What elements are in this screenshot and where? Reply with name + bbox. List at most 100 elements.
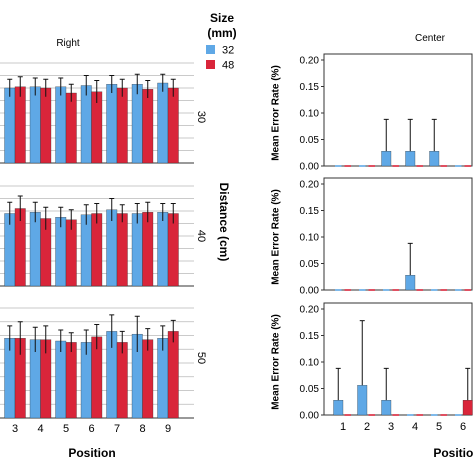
x-tick-label-8: 8 bbox=[139, 423, 145, 435]
errorbar-48mm-pos4 bbox=[43, 206, 49, 230]
legend-label-32: 32 bbox=[222, 45, 234, 57]
y-tick-label: 0.05 bbox=[300, 384, 320, 395]
bar-32mm-pos4 bbox=[29, 86, 41, 164]
x-tick-label-5: 5 bbox=[63, 423, 69, 435]
errorbar-48mm-pos8 bbox=[145, 201, 151, 223]
y-tick-label: 0.20 bbox=[300, 305, 320, 316]
errorbar-32mm-pos9 bbox=[160, 203, 166, 221]
bar-48mm-pos4 bbox=[40, 87, 52, 164]
bar-32mm-pos7 bbox=[106, 84, 118, 164]
legend-label-48: 48 bbox=[222, 60, 234, 72]
errorbar-32mm-pos8 bbox=[134, 203, 140, 224]
errorbar-48mm-pos6 bbox=[94, 203, 100, 224]
y-tick-label: 0.15 bbox=[300, 331, 320, 342]
bar-32mm-pos4 bbox=[29, 212, 41, 287]
errorbar-48mm-pos3 bbox=[17, 76, 23, 97]
y-tick-label: 0.10 bbox=[300, 109, 320, 120]
errorbar-48mm-pos9 bbox=[170, 78, 176, 97]
bar-32mm-pos5 bbox=[55, 340, 67, 419]
right-panel-30 bbox=[0, 62, 194, 164]
panel-frame bbox=[323, 177, 473, 291]
errorbar-32mm-pos4 bbox=[407, 118, 413, 152]
errorbar-48mm-pos8 bbox=[145, 328, 151, 351]
x-tick-label-1: 1 bbox=[340, 421, 346, 433]
bar-48mm-pos8 bbox=[142, 89, 154, 164]
errorbar-48mm-pos4 bbox=[43, 325, 49, 354]
row-axis-label: Distance (cm) bbox=[217, 183, 231, 262]
x-tick-label-2: 2 bbox=[364, 421, 370, 433]
bar-32mm-pos5 bbox=[55, 86, 67, 164]
row-label-50: 50 bbox=[195, 352, 207, 364]
right-panels: 0.00 0.05 0.10 0.15 0.20 Mean Error Rate (%) 0… bbox=[271, 53, 473, 433]
errorbar-48mm-pos6 bbox=[94, 80, 100, 103]
row-label-30: 30 bbox=[195, 111, 207, 123]
left-column-title: Right bbox=[56, 38, 80, 49]
bar-32mm-pos3 bbox=[381, 151, 392, 167]
errorbar-48mm-pos6 bbox=[94, 324, 100, 350]
y-tick-label: 0.00 bbox=[300, 286, 320, 297]
errorbar-48mm-pos4 bbox=[43, 78, 49, 97]
bar-32mm-pos4 bbox=[405, 151, 416, 167]
legend-swatch-48 bbox=[206, 60, 215, 69]
x-tick-label-6: 6 bbox=[460, 421, 466, 433]
left-x-axis-label: Position bbox=[68, 446, 115, 460]
errorbar-48mm-pos7 bbox=[119, 330, 125, 354]
bar-48mm-pos5 bbox=[65, 342, 77, 419]
errorbar-32mm-pos3 bbox=[7, 78, 13, 97]
errorbar-32mm-pos5 bbox=[58, 206, 64, 228]
errorbar-48mm-pos7 bbox=[119, 78, 125, 97]
right-panel-50: 3 4 5 6 7 8 9 bbox=[0, 307, 194, 435]
errorbar-32mm-pos4 bbox=[32, 201, 38, 223]
errorbar-48mm-pos6 bbox=[465, 367, 471, 401]
errorbar-32mm-pos7 bbox=[109, 314, 115, 348]
y-axis-label: Mean Error Rate (%) bbox=[271, 189, 282, 285]
bar-32mm-pos9 bbox=[157, 82, 169, 164]
errorbar-32mm-pos5 bbox=[58, 329, 64, 352]
bar-48mm-pos3 bbox=[14, 86, 26, 164]
bar-32mm-pos6 bbox=[80, 85, 92, 164]
y-axis-label: Mean Error Rate (%) bbox=[271, 314, 282, 410]
errorbar-32mm-pos4 bbox=[32, 77, 38, 96]
right-panel-40 bbox=[0, 185, 194, 287]
errorbar-48mm-pos9 bbox=[170, 319, 176, 343]
y-tick-label: 0.15 bbox=[300, 206, 320, 217]
y-tick-label: 0.00 bbox=[300, 162, 320, 173]
errorbar-32mm-pos8 bbox=[134, 73, 140, 95]
errorbar-48mm-pos5 bbox=[68, 83, 74, 102]
errorbar-32mm-pos3 bbox=[383, 367, 389, 401]
row-label-40: 40 bbox=[195, 230, 207, 242]
errorbar-32mm-pos4 bbox=[32, 326, 38, 352]
bar-48mm-pos7 bbox=[116, 342, 128, 419]
y-tick-label: 0.20 bbox=[300, 56, 320, 67]
bar-48mm-pos6 bbox=[462, 400, 473, 416]
bar-32mm-pos8 bbox=[131, 213, 143, 287]
y-tick-label: 0.15 bbox=[300, 82, 320, 93]
errorbar-48mm-pos7 bbox=[119, 204, 125, 223]
bar-48mm-pos8 bbox=[142, 212, 154, 287]
errorbar-48mm-pos8 bbox=[145, 80, 151, 98]
errorbar-32mm-pos3 bbox=[7, 325, 13, 351]
errorbar-32mm-pos6 bbox=[83, 329, 89, 355]
center-panel-30: 0.00 0.05 0.10 0.15 0.20 Mean Error Rate (%) bbox=[271, 53, 473, 173]
errorbar-32mm-pos3 bbox=[7, 201, 13, 225]
errorbar-32mm-pos9 bbox=[160, 325, 166, 351]
bar-32mm-pos8 bbox=[131, 84, 143, 164]
legend-title: Size bbox=[210, 11, 234, 25]
errorbar-32mm-pos7 bbox=[109, 198, 115, 221]
legend-swatch-32 bbox=[206, 45, 215, 54]
bar-32mm-pos3 bbox=[4, 87, 16, 164]
right-x-axis-label: Position bbox=[433, 446, 474, 460]
x-tick-label-3: 3 bbox=[388, 421, 394, 433]
panel-frame bbox=[323, 53, 473, 167]
bar-32mm-pos4 bbox=[405, 275, 416, 291]
x-tick-label-6: 6 bbox=[88, 423, 94, 435]
legend-title-unit: (mm) bbox=[207, 26, 236, 40]
bar-32mm-pos5 bbox=[429, 151, 440, 167]
y-tick-label: 0.05 bbox=[300, 259, 320, 270]
y-tick-label: 0.10 bbox=[300, 358, 320, 369]
bar-48mm-pos8 bbox=[142, 339, 154, 419]
bar-48mm-pos9 bbox=[167, 87, 179, 164]
errorbar-32mm-pos6 bbox=[83, 204, 89, 225]
bar-32mm-pos7 bbox=[106, 209, 118, 287]
x-tick-label-7: 7 bbox=[114, 423, 120, 435]
